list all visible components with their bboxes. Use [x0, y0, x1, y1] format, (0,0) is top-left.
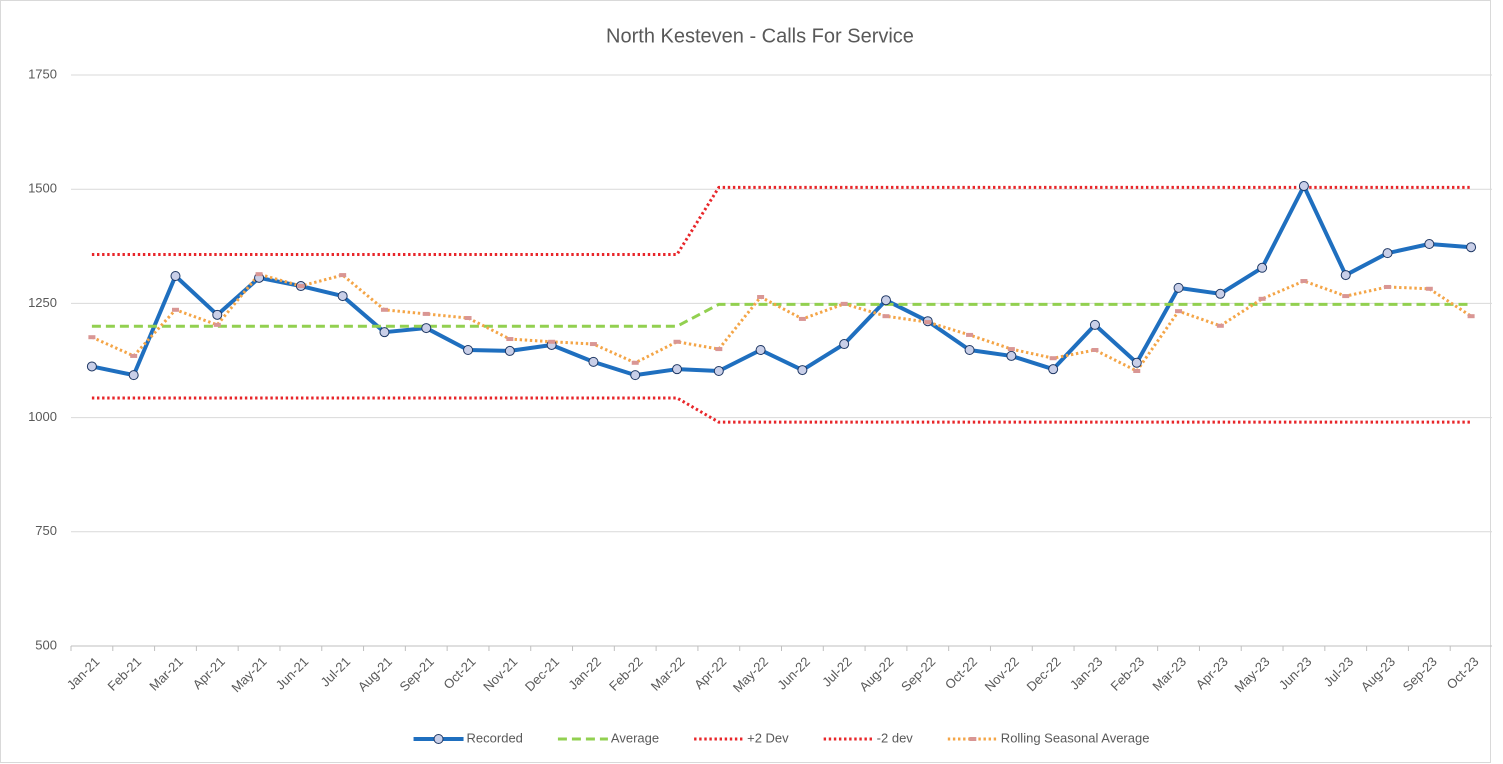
point — [1258, 296, 1266, 301]
point — [1089, 319, 1100, 330]
y-tick-label: 1500 — [28, 181, 57, 196]
legend-label: -2 dev — [877, 730, 914, 745]
point — [380, 307, 388, 312]
point — [672, 364, 683, 375]
y-tick-label: 500 — [35, 637, 57, 652]
point — [548, 339, 556, 344]
point — [130, 353, 138, 358]
point — [1466, 242, 1477, 253]
point — [1173, 282, 1184, 293]
point — [588, 356, 599, 367]
point — [506, 337, 514, 342]
series-line — [91, 396, 1472, 424]
point — [1298, 181, 1309, 192]
point — [170, 270, 181, 281]
point — [433, 734, 444, 744]
point — [966, 332, 974, 337]
series-line — [91, 185, 1472, 257]
point — [379, 327, 390, 338]
point — [1091, 347, 1099, 352]
point — [798, 316, 806, 321]
point — [128, 370, 139, 381]
point — [88, 335, 96, 340]
point — [1049, 356, 1057, 361]
point — [1175, 309, 1183, 314]
point — [1131, 357, 1142, 368]
point — [171, 307, 179, 312]
point — [86, 361, 97, 372]
point — [1300, 279, 1308, 284]
point — [1382, 248, 1393, 259]
point — [1216, 323, 1224, 328]
point — [463, 344, 474, 355]
legend: Recorded Average +2 Dev -2 dev Rolling Seaso… — [413, 730, 1150, 745]
point — [1467, 314, 1475, 319]
point — [1006, 350, 1017, 361]
point — [339, 273, 347, 278]
point — [1048, 364, 1059, 375]
y-tick-label: 1750 — [28, 66, 57, 81]
point — [757, 295, 765, 300]
point — [839, 339, 850, 350]
point — [755, 344, 766, 355]
point — [255, 272, 263, 277]
chart-title: North Kesteven - Calls For Service — [606, 25, 914, 47]
point — [212, 309, 223, 320]
point — [1007, 347, 1015, 352]
point — [297, 284, 305, 289]
point — [1342, 294, 1350, 299]
point — [422, 311, 430, 316]
point — [840, 301, 848, 306]
point — [882, 314, 890, 319]
point — [1340, 270, 1351, 281]
point — [797, 365, 808, 376]
point — [1133, 369, 1141, 374]
point — [969, 737, 977, 741]
point — [673, 339, 681, 344]
point — [464, 316, 472, 321]
y-tick-label: 1000 — [28, 409, 57, 424]
point — [924, 320, 932, 325]
point — [337, 291, 348, 302]
point — [630, 370, 641, 381]
point — [964, 344, 975, 355]
point — [1425, 286, 1433, 291]
point — [1424, 239, 1435, 250]
point — [715, 347, 723, 352]
point — [421, 323, 432, 334]
point — [589, 342, 597, 347]
point — [880, 295, 891, 306]
point — [631, 360, 639, 365]
legend-label: Recorded — [467, 730, 523, 745]
legend-label: +2 Dev — [747, 730, 789, 745]
series-line — [91, 302, 1472, 328]
point — [1257, 262, 1268, 273]
point — [504, 345, 515, 356]
y-tick-label: 1250 — [28, 295, 57, 310]
y-tick-label: 750 — [35, 523, 57, 538]
series-line — [91, 184, 1472, 378]
point — [1215, 288, 1226, 299]
legend-label: Average — [611, 730, 659, 745]
point — [1384, 284, 1392, 289]
legend-label: Rolling Seasonal Average — [1001, 730, 1150, 745]
point — [213, 322, 221, 327]
point — [713, 366, 724, 377]
